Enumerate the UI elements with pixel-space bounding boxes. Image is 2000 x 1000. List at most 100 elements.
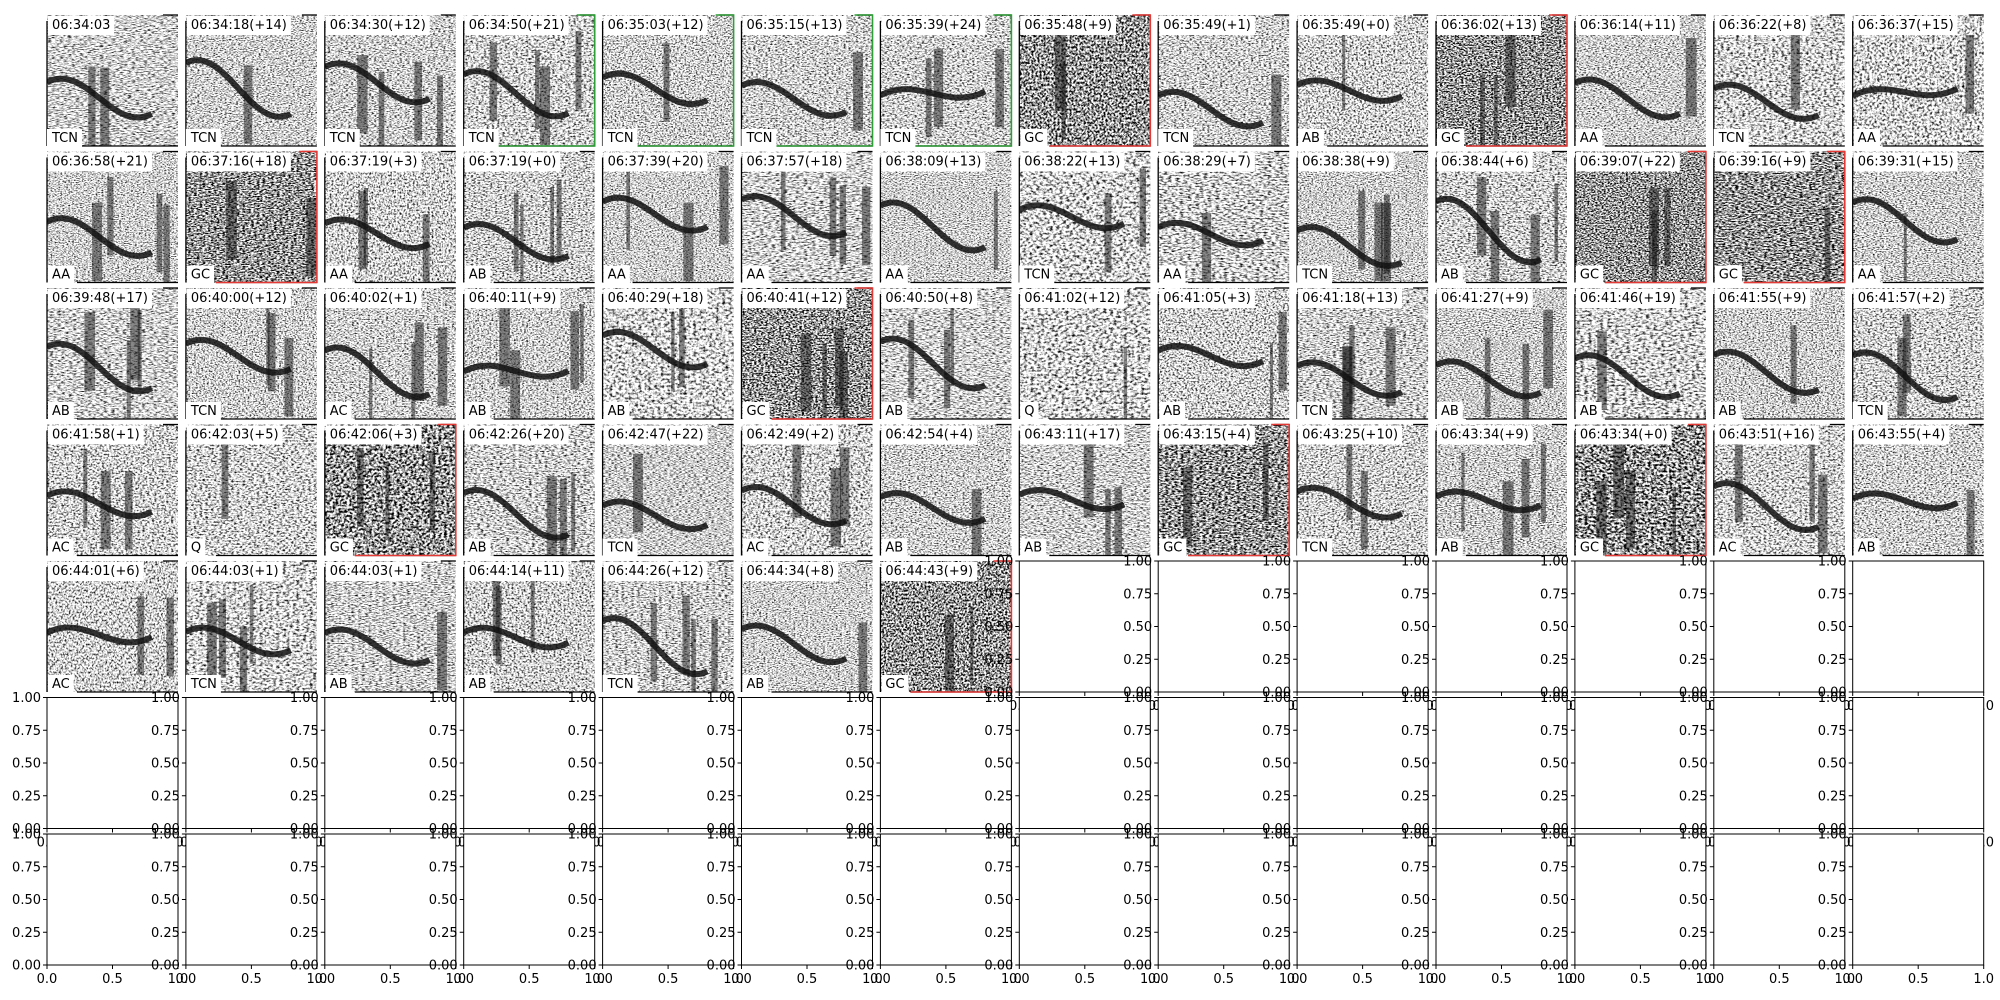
y-tick-label: 0.50: [12, 757, 41, 772]
panel-frame: [1466, 14, 1568, 147]
y-tick-label: 0.25: [1262, 789, 1291, 804]
spectrogram-image: [1158, 15, 1290, 146]
y-tick-label: 1.00: [151, 691, 180, 706]
y-tick-label: 1.00: [1818, 691, 1847, 706]
panel-label: AC: [1719, 541, 1737, 556]
panel-time: 06:41:02(+12): [1024, 291, 1120, 306]
spectrogram-image: [602, 288, 734, 419]
panel-frame: [1188, 423, 1290, 557]
panel-label: GC: [1163, 541, 1182, 556]
panel-time: 06:34:18(+14): [191, 18, 287, 33]
axes-frame: [741, 833, 873, 966]
panel-time: 06:38:38(+9): [1302, 155, 1390, 170]
spectrogram-panel: 06:43:55(+4) AB: [1852, 423, 1984, 558]
panel-time: 06:42:54(+4): [885, 428, 973, 443]
spectrogram-image: [47, 151, 178, 283]
spectrogram-image: [463, 15, 595, 146]
y-tick-label: 1.00: [984, 691, 1013, 706]
spectrogram-image: [602, 151, 734, 283]
x-tick-label: 0.0: [1426, 972, 1447, 987]
y-tick-label: 0.00: [1540, 959, 1569, 974]
y-tick-label: 0.75: [1818, 587, 1847, 602]
panel-frame: [354, 423, 457, 557]
panel-time: 06:41:05(+3): [1163, 291, 1251, 306]
spectrogram-panel: 06:35:49(+0) AB: [1296, 14, 1429, 148]
y-tick-label: 0.75: [1123, 587, 1152, 602]
panel-time: 06:39:16(+9): [1719, 155, 1807, 170]
y-tick-label: 0.50: [1679, 757, 1708, 772]
y-tick-label: 1.00: [429, 691, 458, 706]
spectrogram-panel: 06:36:22(+8) TCN: [1713, 14, 1845, 148]
y-tick-label: 0.00: [1540, 686, 1569, 701]
panel-time: 06:37:19(+0): [469, 155, 557, 170]
panel-label: AA: [1858, 131, 1876, 146]
x-tick-label: 1.0: [862, 972, 883, 987]
x-tick-label: 0.5: [241, 972, 262, 987]
y-tick-label: 1.00: [12, 828, 41, 843]
spectrogram-panel: 06:38:22(+13) TCN: [1018, 150, 1151, 285]
panel-label: AC: [52, 677, 70, 692]
panel-frame: [771, 14, 874, 147]
spectrogram-panel: 06:37:57(+18) AA: [740, 150, 873, 285]
axes-frame: [1435, 697, 1568, 829]
y-tick-label: 0.25: [1818, 789, 1847, 804]
axes-frame: [1018, 560, 1151, 693]
panel-time: 06:35:49(+0): [1302, 18, 1390, 33]
axes-frame: [879, 697, 1012, 829]
axes-frame: [1296, 697, 1429, 829]
y-tick-label: 0.25: [1540, 789, 1569, 804]
panel-frame: [771, 287, 874, 420]
y-tick-label: 0.25: [984, 653, 1013, 668]
x-tick-label: 1.0: [1696, 972, 1717, 987]
y-tick-label: 0.75: [290, 724, 319, 739]
spectrogram-image: [741, 15, 873, 146]
axes-frame: [185, 697, 318, 829]
spectrogram-image: [463, 424, 595, 556]
axes-frame: [1574, 833, 1707, 966]
y-tick-label: 0.50: [151, 757, 180, 772]
empty-axes: 0.000.250.500.751.000.00.51.0: [845, 691, 1021, 851]
panel-label: AA: [52, 268, 70, 283]
x-tick-label: 0.0: [731, 972, 752, 987]
panel-frame: [910, 560, 1013, 693]
panel-time: 06:41:55(+9): [1719, 291, 1807, 306]
spectrogram-panel: 06:44:43(+9) GC: [879, 560, 1013, 694]
y-tick-label: 0.75: [290, 860, 319, 875]
axes-frame: [463, 697, 596, 829]
x-tick-label: 0.0: [37, 972, 58, 987]
spectrogram-image: [880, 151, 1012, 283]
x-tick-label: 0.5: [519, 972, 540, 987]
x-tick-label: 0.5: [1630, 972, 1651, 987]
y-tick-label: 1.00: [568, 691, 597, 706]
panel-label: TCN: [190, 404, 217, 419]
y-tick-label: 0.50: [1401, 893, 1430, 908]
panel-time: 06:41:58(+1): [52, 428, 140, 443]
spectrogram-image: [47, 424, 178, 556]
y-tick-label: 0.75: [1540, 724, 1569, 739]
y-tick-label: 0.00: [984, 822, 1013, 837]
panel-time: 06:43:51(+16): [1719, 428, 1815, 443]
y-tick-label: 1.00: [707, 828, 736, 843]
y-tick-label: 0.25: [1818, 926, 1847, 941]
panel-label: AA: [1858, 268, 1876, 283]
panel-time: 06:39:31(+15): [1858, 155, 1954, 170]
y-tick-label: 0.00: [429, 822, 458, 837]
panel-frame: [632, 14, 735, 147]
y-tick-label: 0.25: [1401, 926, 1430, 941]
y-tick-label: 0.50: [1123, 620, 1152, 635]
y-tick-label: 0.50: [845, 893, 874, 908]
panel-frame: [1604, 423, 1707, 557]
panel-label: TCN: [1301, 404, 1328, 419]
panel-label: TCN: [607, 131, 634, 146]
y-tick-label: 0.25: [151, 926, 180, 941]
spectrogram-image: [324, 288, 456, 419]
panel-time: 06:37:16(+18): [191, 155, 287, 170]
y-tick-label: 0.75: [151, 860, 180, 875]
y-tick-label: 1.00: [1540, 555, 1569, 570]
spectrogram-panel: 06:42:26(+20) AB: [463, 423, 595, 558]
y-tick-label: 1.00: [1123, 691, 1152, 706]
